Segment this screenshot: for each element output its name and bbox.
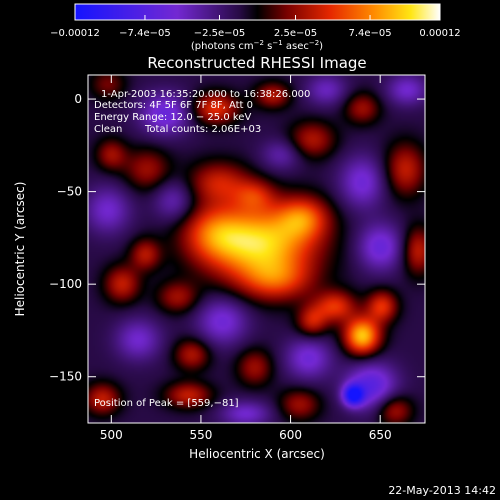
colorbar-ticks: −0.00012 −7.4e−05 −2.5e−05 2.5e−05 7.4e−05 0.…: [50, 15, 461, 39]
colorbar-tick-label: 7.4e−05: [348, 28, 391, 39]
footer-date: 22-May-2013 14:42: [388, 484, 496, 497]
colorbar-tick-label: 2.5e−05: [274, 28, 317, 39]
colorbar-tick-label: −7.4e−05: [119, 28, 171, 39]
colorbar-tick-label: 0.00012: [419, 28, 460, 39]
heatmap-image: [88, 75, 425, 423]
colorbar-unit-label: (photons cm−2 s−1 asec−2): [191, 39, 323, 52]
plot-frame: [87, 74, 426, 424]
chart-title: Reconstructed RHESSI Image: [147, 54, 366, 72]
annotations: 1-Apr-2003 16:35:20.000 to 16:38:26.000 …: [94, 89, 310, 409]
x-tick-label: 650: [369, 428, 392, 442]
annotation-algorithm: Clean: [94, 124, 122, 135]
x-axis-ticks: 500 550 600 650: [100, 75, 392, 442]
annotation-energy: Energy Range: 12.0 − 25.0 keV: [94, 112, 251, 123]
colorbar-tick-label: −2.5e−05: [194, 28, 246, 39]
colorbar-gradient: [74, 3, 441, 21]
colorbar: −0.00012 −7.4e−05 −2.5e−05 2.5e−05 7.4e−05 0.…: [50, 3, 461, 52]
annotation-detectors: Detectors: 4F 5F 6F 7F 8F, Att 0: [94, 100, 253, 111]
y-axis-ticks: 0 −50 −100 −150: [49, 92, 425, 384]
y-axis-label: Heliocentric Y (arcsec): [13, 182, 27, 317]
annotation-peak: Position of Peak = [559,−81]: [94, 398, 239, 409]
y-tick-label: 0: [74, 92, 82, 106]
x-tick-label: 600: [279, 428, 302, 442]
y-tick-label: −150: [49, 370, 82, 384]
y-tick-label: −50: [57, 185, 82, 199]
x-tick-label: 500: [100, 428, 123, 442]
y-tick-label: −100: [49, 277, 82, 291]
x-axis-label: Heliocentric X (arcsec): [189, 447, 325, 461]
colorbar-tick-label: −0.00012: [50, 28, 100, 39]
annotation-time-range: 1-Apr-2003 16:35:20.000 to 16:38:26.000: [101, 89, 310, 100]
x-tick-label: 550: [189, 428, 212, 442]
annotation-counts: Total counts: 2.06E+03: [144, 124, 261, 135]
